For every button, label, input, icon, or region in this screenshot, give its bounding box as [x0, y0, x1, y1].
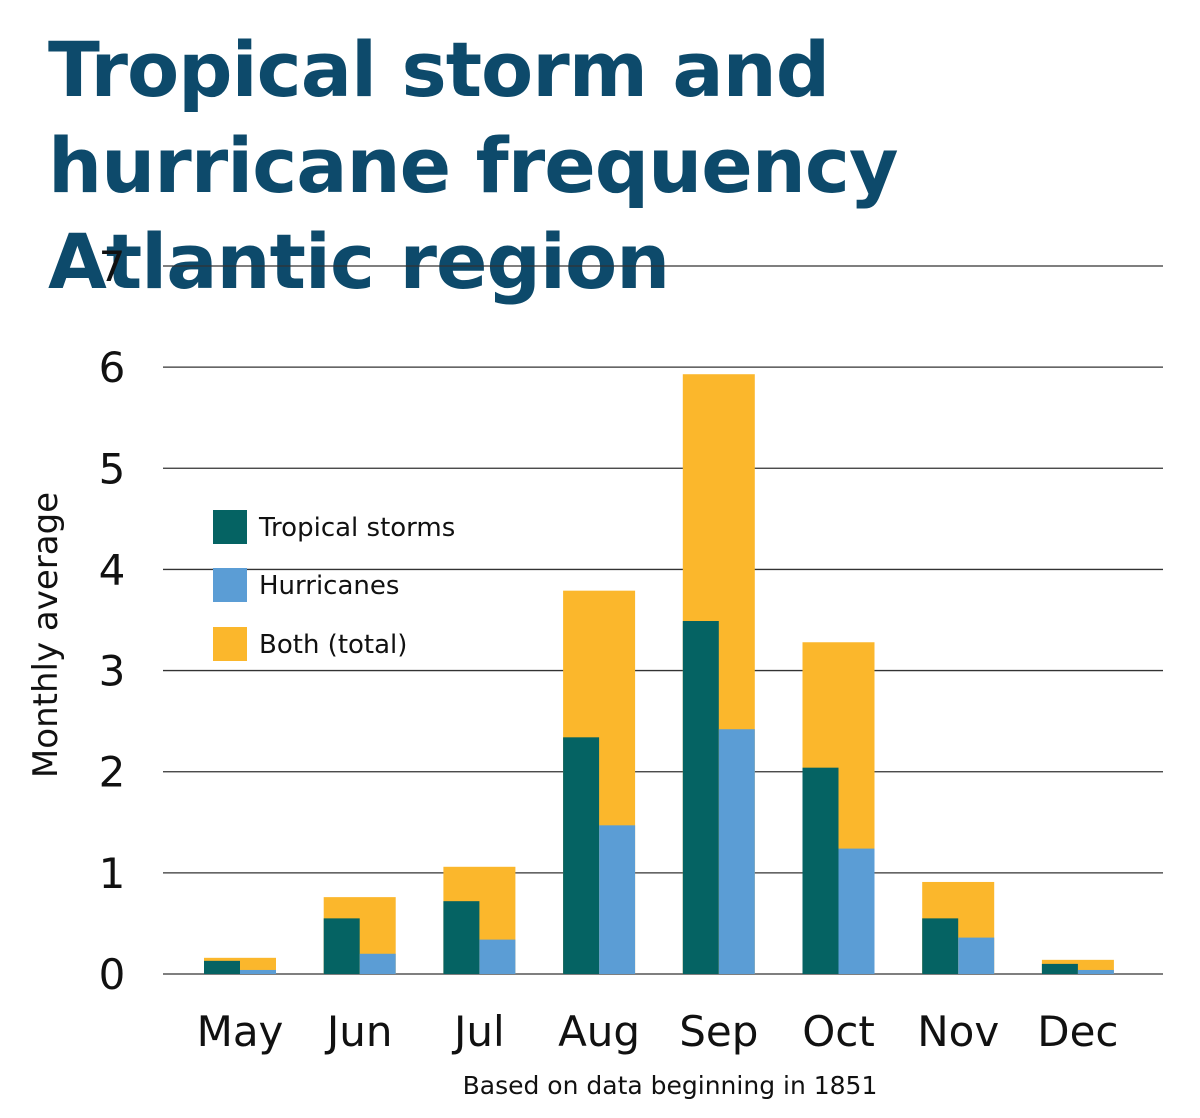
- legend: Tropical storms Hurricanes Both (total): [213, 510, 455, 661]
- bar-hurricanes: [1077, 969, 1114, 974]
- legend-label: Both (total): [259, 630, 407, 660]
- y-tick-label: 6: [99, 343, 126, 392]
- legend-item: Both (total): [213, 627, 407, 661]
- y-tick-label: 0: [99, 950, 126, 999]
- y-tick-label: 5: [99, 444, 126, 493]
- bar-tropical-storms: [443, 901, 480, 974]
- bar-hurricanes: [718, 729, 755, 974]
- chart-title: Tropical storm and hurricane frequency A…: [48, 25, 899, 306]
- legend-label: Hurricanes: [259, 571, 399, 601]
- bar-group-dec: [1041, 959, 1114, 974]
- y-tick-label: 3: [99, 647, 126, 696]
- x-tick-label: Jul: [451, 1007, 505, 1056]
- x-tick-label: Aug: [558, 1007, 640, 1056]
- y-axis-title: Monthly average: [26, 492, 66, 778]
- y-tick-label: 7: [99, 242, 126, 291]
- bar-tropical-storms: [204, 960, 240, 974]
- y-axis-ticks: 0 1 2 3 4 5 6 7: [99, 242, 126, 999]
- bar-tropical-storms: [563, 737, 600, 974]
- bar-group-jul: [443, 866, 516, 974]
- y-tick-label: 4: [99, 545, 126, 594]
- x-tick-label: Dec: [1037, 1007, 1118, 1056]
- bar-group-jun: [323, 897, 396, 974]
- bar-tropical-storms: [802, 767, 839, 974]
- legend-item: Tropical storms: [213, 510, 455, 544]
- bar-hurricanes: [599, 825, 636, 974]
- bar-hurricanes: [359, 953, 396, 974]
- legend-swatch: [213, 568, 247, 602]
- bar-hurricanes: [240, 969, 276, 974]
- y-tick-label: 2: [99, 748, 126, 797]
- legend-item: Hurricanes: [213, 568, 399, 602]
- x-tick-label: May: [197, 1007, 284, 1056]
- bar-tropical-storms: [1041, 963, 1078, 974]
- y-tick-label: 1: [99, 849, 126, 898]
- legend-swatch: [213, 627, 247, 661]
- bar-tropical-storms: [323, 918, 360, 974]
- x-tick-label: Oct: [802, 1007, 875, 1056]
- bar-group-sep: [682, 374, 755, 974]
- bar-group-nov: [922, 881, 995, 974]
- chart-caption: Based on data beginning in 1851: [463, 1071, 878, 1100]
- bar-hurricanes: [479, 939, 516, 974]
- bar-tropical-storms: [682, 621, 719, 974]
- bar-group-may: [204, 957, 276, 974]
- x-tick-label: Sep: [679, 1007, 758, 1056]
- legend-swatch: [213, 510, 247, 544]
- bar-tropical-storms: [922, 918, 959, 974]
- bar-group-oct: [802, 642, 875, 974]
- bar-hurricanes: [838, 848, 875, 974]
- x-tick-label: Jun: [324, 1007, 393, 1056]
- bar-hurricanes: [958, 937, 995, 974]
- bar-group-aug: [563, 590, 636, 974]
- legend-label: Tropical storms: [258, 513, 455, 543]
- x-axis-labels: May Jun Jul Aug Sep Oct Nov Dec: [197, 1007, 1119, 1056]
- x-tick-label: Nov: [917, 1007, 999, 1056]
- bars: [204, 374, 1114, 974]
- gridlines: [163, 265, 1163, 975]
